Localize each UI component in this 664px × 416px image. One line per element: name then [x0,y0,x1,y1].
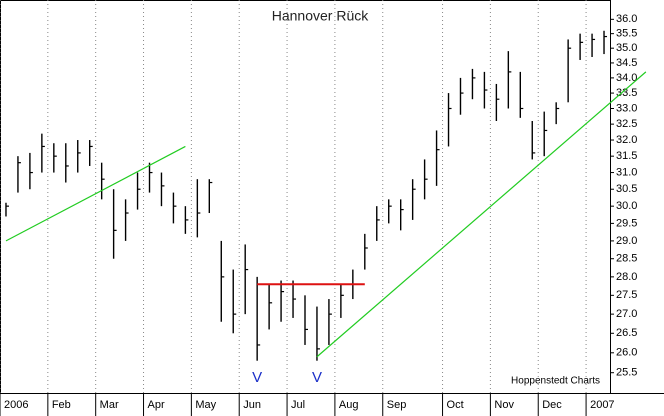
y-tick-label: 26.0 [616,347,637,359]
x-tick-label: Jul [291,399,305,411]
chart-title: Hannover Rück [272,8,369,24]
y-tick-label: 33.0 [616,102,637,114]
annotation: V [252,369,262,386]
y-tick-label: 29.5 [616,217,637,229]
y-tick-label: 32.5 [616,118,637,130]
y-tick-label: 30.0 [616,200,637,212]
y-tick-label: 27.5 [616,289,637,301]
y-tick-label: 29.0 [616,235,637,247]
x-tick-label: Apr [148,399,165,411]
y-tick-label: 31.5 [616,150,637,162]
trend-line [316,71,647,358]
x-tick-label: Jun [243,399,261,411]
annotation: V [312,369,322,386]
y-tick-label: 36.0 [616,13,637,25]
y-tick-label: 31.0 [616,166,637,178]
x-tick-label: Aug [339,399,359,411]
y-tick-label: 33.5 [616,87,637,99]
y-tick-label: 34.5 [616,57,637,69]
x-tick-label: May [195,399,216,411]
x-tick-label: 2007 [590,399,614,411]
x-tick-label: Mar [100,399,119,411]
x-tick-label: Dec [542,399,562,411]
source-note: Hoppenstedt Charts [511,376,600,387]
y-tick-label: 34.0 [616,72,637,84]
x-tick-label: Nov [494,399,514,411]
y-tick-label: 35.5 [616,28,637,40]
x-tick-label: Sep [387,399,407,411]
y-tick-label: 30.5 [616,183,637,195]
y-tick-label: 27.0 [616,308,637,320]
trend-line [5,145,186,242]
x-tick-label: Oct [447,399,464,411]
y-tick-label: 32.0 [616,134,637,146]
y-tick-label: 28.5 [616,253,637,265]
y-tick-label: 25.5 [616,367,637,379]
x-tick-label: 2006 [4,399,28,411]
y-tick-label: 35.0 [616,42,637,54]
x-tick-label: Feb [52,399,71,411]
y-tick-label: 26.5 [616,327,637,339]
y-tick-label: 28.0 [616,271,637,283]
